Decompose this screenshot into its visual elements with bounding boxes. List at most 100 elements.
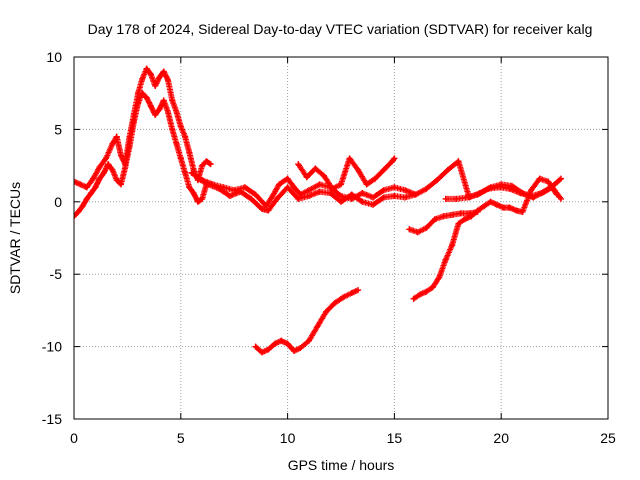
data-point (340, 294, 347, 301)
data-point (152, 111, 159, 118)
data-point (487, 198, 494, 205)
data-point (291, 184, 298, 191)
data-point (429, 284, 436, 291)
data-point (402, 194, 409, 201)
data-point (370, 201, 377, 208)
series-arc-4 (252, 287, 362, 356)
data-point (303, 174, 310, 181)
series-arc-3 (295, 155, 398, 192)
data-layer (74, 65, 565, 356)
data-point (323, 308, 330, 315)
data-point (348, 191, 355, 198)
data-point (517, 190, 524, 197)
data-point (237, 188, 244, 195)
data-point (109, 166, 116, 173)
data-point (276, 181, 283, 188)
data-point (414, 229, 421, 236)
data-point (410, 295, 417, 302)
data-point (258, 206, 265, 213)
data-point (152, 82, 159, 89)
data-point (182, 169, 189, 176)
data-point (147, 103, 154, 110)
data-point (143, 94, 150, 101)
data-point (113, 177, 120, 184)
data-point (216, 185, 223, 192)
data-point (528, 187, 535, 194)
y-tick-label: -10 (42, 339, 62, 355)
data-point (305, 193, 312, 200)
data-point (346, 155, 353, 162)
data-point (194, 175, 201, 182)
data-point (96, 175, 103, 182)
data-point (258, 349, 265, 356)
data-point (295, 161, 302, 168)
data-point (406, 226, 413, 233)
series-arc-1-upper (74, 65, 214, 191)
data-point (83, 195, 90, 202)
data-point (316, 181, 323, 188)
data-point (205, 181, 212, 188)
data-point (90, 175, 97, 182)
data-point (173, 140, 180, 147)
data-point (442, 195, 449, 202)
data-point (139, 75, 146, 82)
data-point (493, 201, 500, 208)
data-point (338, 193, 344, 200)
data-point (75, 208, 82, 215)
data-point (83, 184, 90, 191)
data-point (143, 65, 150, 72)
data-point (485, 185, 492, 192)
data-point (130, 119, 137, 126)
data-point (252, 343, 259, 350)
data-point (461, 216, 468, 223)
data-point (431, 216, 438, 223)
data-point (160, 97, 167, 104)
data-point (348, 290, 355, 297)
y-tick-label: 5 (54, 121, 62, 137)
data-point (391, 155, 398, 162)
data-point (355, 287, 362, 294)
data-point (329, 185, 336, 192)
y-tick-label: 10 (46, 49, 62, 65)
data-point (182, 133, 189, 140)
data-point (355, 166, 362, 173)
data-point (453, 195, 460, 202)
data-point (248, 195, 255, 202)
data-point (506, 185, 513, 192)
data-point (320, 172, 327, 179)
data-point (117, 181, 124, 188)
x-tick-label: 20 (493, 430, 509, 446)
data-point (513, 207, 520, 214)
data-point (92, 184, 99, 191)
data-point (100, 169, 107, 176)
y-tick-label: -15 (42, 411, 62, 427)
ticks (73, 56, 609, 420)
data-point (173, 109, 180, 116)
data-point (500, 204, 507, 211)
data-point (545, 178, 552, 185)
data-point (122, 164, 129, 171)
data-point (190, 190, 197, 197)
data-point (449, 211, 456, 218)
data-point (474, 208, 481, 215)
data-point (74, 178, 77, 185)
data-point (440, 213, 447, 220)
series-arc-6 (410, 175, 560, 302)
data-point (455, 158, 462, 165)
data-point (156, 106, 163, 113)
data-point (455, 220, 462, 227)
data-point (273, 195, 280, 202)
data-point (314, 323, 321, 330)
data-point (380, 166, 387, 173)
tick-labels: 0 5 10 15 20 25 -15 -10 -5 0 5 10 (42, 49, 616, 446)
data-point (156, 74, 163, 81)
data-point (466, 210, 473, 217)
data-point (391, 184, 398, 191)
data-point (474, 191, 481, 198)
data-point (434, 177, 441, 184)
y-axis-label: SDTVAR / TECUs (7, 182, 23, 294)
data-point (194, 198, 201, 205)
data-point (506, 204, 513, 211)
x-tick-label: 5 (177, 430, 185, 446)
